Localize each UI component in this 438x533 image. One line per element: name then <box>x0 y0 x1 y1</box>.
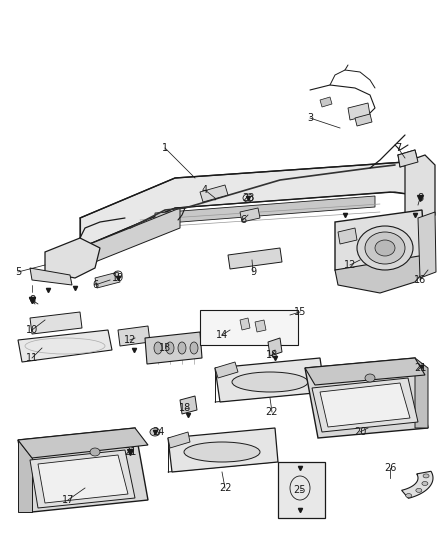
Polygon shape <box>240 318 250 330</box>
Ellipse shape <box>422 481 428 486</box>
Polygon shape <box>168 432 190 448</box>
Polygon shape <box>312 378 418 432</box>
Polygon shape <box>45 238 100 278</box>
Text: 22: 22 <box>219 483 231 493</box>
Text: 14: 14 <box>216 330 228 340</box>
Text: 24: 24 <box>152 427 164 437</box>
Ellipse shape <box>90 448 100 456</box>
Polygon shape <box>145 332 202 364</box>
Ellipse shape <box>184 442 260 462</box>
Polygon shape <box>355 114 372 126</box>
Text: 8: 8 <box>29 295 35 305</box>
Polygon shape <box>335 210 425 278</box>
Polygon shape <box>18 440 32 512</box>
Polygon shape <box>215 362 238 378</box>
Polygon shape <box>398 150 418 167</box>
Polygon shape <box>240 208 260 222</box>
Polygon shape <box>305 358 425 385</box>
Text: 6: 6 <box>92 280 98 290</box>
Polygon shape <box>30 312 82 334</box>
Ellipse shape <box>166 342 174 354</box>
Polygon shape <box>320 383 410 427</box>
Polygon shape <box>168 428 278 472</box>
Text: 1: 1 <box>162 143 168 153</box>
Polygon shape <box>402 471 433 498</box>
Polygon shape <box>338 228 357 244</box>
Polygon shape <box>200 185 228 202</box>
Ellipse shape <box>154 342 162 354</box>
Polygon shape <box>215 358 325 402</box>
Text: 5: 5 <box>15 267 21 277</box>
Text: 10: 10 <box>26 325 38 335</box>
Text: 18: 18 <box>179 403 191 413</box>
Text: 6: 6 <box>240 215 246 225</box>
Text: 8: 8 <box>417 193 423 203</box>
Ellipse shape <box>365 374 375 382</box>
Text: 13: 13 <box>159 343 171 353</box>
Text: 9: 9 <box>250 267 256 277</box>
Ellipse shape <box>357 226 413 270</box>
Polygon shape <box>320 97 332 107</box>
Polygon shape <box>38 455 128 503</box>
Ellipse shape <box>190 342 198 354</box>
Polygon shape <box>348 103 370 120</box>
Text: 22: 22 <box>266 407 278 417</box>
Polygon shape <box>118 326 150 346</box>
Polygon shape <box>18 428 148 512</box>
Text: 21: 21 <box>414 363 426 373</box>
Text: 7: 7 <box>395 143 401 153</box>
Polygon shape <box>305 358 428 438</box>
Polygon shape <box>405 155 435 230</box>
Ellipse shape <box>416 488 422 492</box>
Ellipse shape <box>406 494 412 498</box>
Text: 19: 19 <box>112 273 124 283</box>
Polygon shape <box>30 268 72 285</box>
Polygon shape <box>80 162 420 248</box>
Polygon shape <box>255 320 266 332</box>
Polygon shape <box>30 450 135 508</box>
Text: 17: 17 <box>62 495 74 505</box>
Ellipse shape <box>150 428 160 436</box>
Polygon shape <box>200 310 298 345</box>
Text: 4: 4 <box>202 185 208 195</box>
Text: 12: 12 <box>344 260 356 270</box>
Polygon shape <box>155 196 375 224</box>
Polygon shape <box>95 272 120 288</box>
Text: 16: 16 <box>414 275 426 285</box>
Text: 20: 20 <box>354 427 366 437</box>
Polygon shape <box>415 358 428 428</box>
Polygon shape <box>228 248 282 269</box>
Polygon shape <box>80 208 180 268</box>
Text: 23: 23 <box>242 193 254 203</box>
Ellipse shape <box>365 232 405 264</box>
Polygon shape <box>418 212 436 278</box>
Polygon shape <box>180 396 197 414</box>
Ellipse shape <box>232 372 308 392</box>
Polygon shape <box>268 338 282 356</box>
Text: 15: 15 <box>294 307 306 317</box>
Polygon shape <box>278 462 325 518</box>
Ellipse shape <box>375 240 395 256</box>
Text: 25: 25 <box>294 485 306 495</box>
Ellipse shape <box>178 342 186 354</box>
Text: 18: 18 <box>266 350 278 360</box>
Polygon shape <box>18 330 112 362</box>
Ellipse shape <box>423 474 429 478</box>
Text: 3: 3 <box>307 113 313 123</box>
Text: 26: 26 <box>384 463 396 473</box>
Polygon shape <box>335 255 425 293</box>
Text: 12: 12 <box>124 335 136 345</box>
Text: 21: 21 <box>124 447 136 457</box>
Text: 11: 11 <box>26 353 38 363</box>
Polygon shape <box>18 428 148 458</box>
